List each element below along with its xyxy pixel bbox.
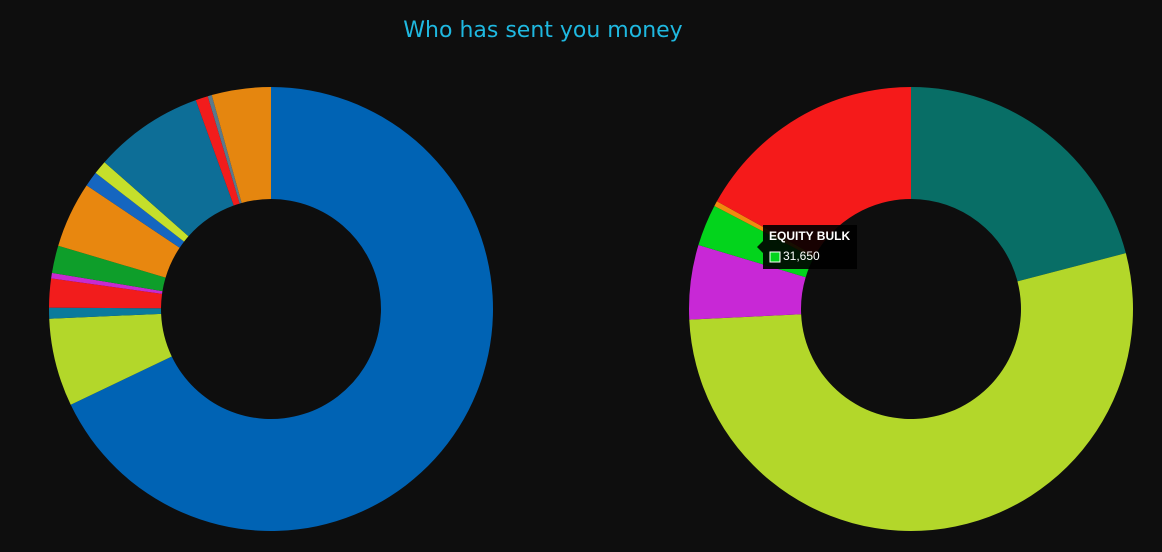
donut-slice xyxy=(49,278,163,309)
donut-slice xyxy=(207,95,242,204)
donut-slice xyxy=(95,162,189,242)
donut-slice xyxy=(86,172,185,248)
tooltip-value: 31,650 xyxy=(783,249,820,263)
chart-title: Who has sent you money xyxy=(403,18,682,43)
tooltip: EQUITY BULK 31,650 xyxy=(757,225,857,269)
tooltip-swatch xyxy=(769,251,781,263)
donut-slice xyxy=(51,245,166,292)
donut-slice xyxy=(70,87,493,531)
donut-slice xyxy=(49,313,172,405)
donut-slice xyxy=(689,253,1133,531)
tooltip-box xyxy=(757,225,857,269)
donut-slice xyxy=(689,244,806,320)
donut-slice xyxy=(195,96,240,206)
tooltip-title: EQUITY BULK xyxy=(769,229,850,243)
donut-slice xyxy=(49,307,162,319)
donut-slice xyxy=(211,87,271,203)
donut-slice xyxy=(51,272,163,294)
donut-slice xyxy=(104,100,234,237)
donut-slice xyxy=(58,185,180,278)
donut-slice xyxy=(911,87,1126,282)
donut-slice xyxy=(716,87,911,256)
